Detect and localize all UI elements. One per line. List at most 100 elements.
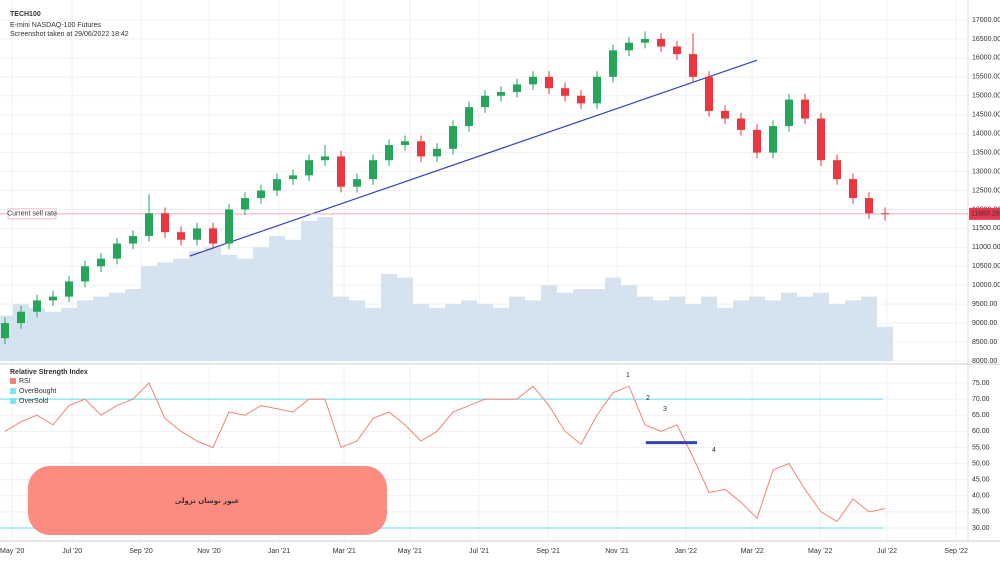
y-tick-label: 70.00 <box>972 396 990 403</box>
candle-body <box>833 160 841 180</box>
candle-body <box>593 76 601 104</box>
volume-bar <box>829 304 845 361</box>
volume-bar <box>253 247 269 361</box>
candle-body <box>401 141 409 146</box>
candle-body <box>417 141 425 157</box>
volume-bar <box>797 296 813 361</box>
x-tick-label: May '22 <box>808 548 832 555</box>
y-tick-label: 10500.00 <box>972 263 1000 270</box>
legend-swatch <box>10 378 16 384</box>
candle-body <box>97 258 105 267</box>
volume-bar <box>637 296 653 361</box>
candle-body <box>561 88 569 96</box>
x-tick-label: Jul '20 <box>62 548 82 555</box>
candle-body <box>817 118 825 161</box>
annotation: 1 <box>626 372 630 379</box>
candle-body <box>257 190 265 199</box>
y-tick-label: 13000.00 <box>972 168 1000 175</box>
candle-body <box>337 156 345 187</box>
volume-bar <box>413 304 429 361</box>
candle-body <box>625 42 633 51</box>
y-tick-label: 14000.00 <box>972 131 1000 138</box>
annotation: 3 <box>663 406 667 413</box>
candle-body <box>529 76 537 85</box>
y-tick-label: 50.00 <box>972 460 990 467</box>
volume-bar <box>429 307 445 361</box>
price-tag: 11883.26 <box>971 211 1000 218</box>
candle-body <box>753 129 761 153</box>
volume-bar <box>93 296 109 361</box>
x-tick-label: Sep '22 <box>944 548 968 555</box>
candle-body <box>129 235 137 244</box>
volume-bar <box>653 300 669 361</box>
y-tick-label: 15500.00 <box>972 74 1000 81</box>
current-price-tag: Current sell rate <box>7 211 57 218</box>
volume-bar <box>301 220 317 361</box>
candle-body <box>305 160 313 176</box>
volume-bar <box>557 292 573 361</box>
volume-bar <box>285 239 301 361</box>
candle-body <box>225 209 233 244</box>
x-tick-label: May '21 <box>398 548 422 555</box>
candle-body <box>849 179 857 199</box>
candle-body <box>785 99 793 127</box>
y-tick-label: 30.00 <box>972 525 990 532</box>
candle-body <box>289 175 297 180</box>
volume-bar <box>445 304 461 361</box>
candle-body <box>65 281 73 297</box>
volume-bar <box>877 326 893 361</box>
candle-body <box>881 213 889 215</box>
candle-body <box>209 228 217 244</box>
candle-body <box>865 198 873 214</box>
x-tick-label: May '20 <box>0 548 24 555</box>
candle-body <box>689 54 697 77</box>
y-tick-label: 45.00 <box>972 477 990 484</box>
rsi-line <box>4 382 886 523</box>
candle-body <box>177 232 185 240</box>
volume-bar <box>349 300 365 361</box>
y-tick-label: 11000.00 <box>972 244 1000 251</box>
volume-bar <box>205 247 221 361</box>
candle-body <box>81 266 89 282</box>
volume-bar <box>157 262 173 361</box>
volume-bar <box>541 285 557 361</box>
candle-body <box>465 107 473 127</box>
candle-body <box>321 156 329 161</box>
x-tick-label: Sep '20 <box>129 548 153 555</box>
y-tick-label: 35.00 <box>972 509 990 516</box>
y-tick-label: 9000.00 <box>972 320 997 327</box>
candle-body <box>737 118 745 130</box>
volume-bar <box>317 217 333 361</box>
candle-body <box>193 228 201 240</box>
price-tag-box <box>969 207 1000 220</box>
y-tick-label: 55.00 <box>972 444 990 451</box>
volume-bar <box>669 296 685 361</box>
volume-bar <box>813 292 829 361</box>
x-tick-label: Jan '22 <box>675 548 697 555</box>
volume-bar <box>509 296 525 361</box>
legend-label: RSI <box>19 378 31 385</box>
chart-title: Relative Strength Index <box>10 369 88 376</box>
volume-bar <box>333 296 349 361</box>
volume-bar <box>173 258 189 361</box>
candle-body <box>513 84 521 92</box>
candle-body <box>113 243 121 259</box>
y-tick-label: 8500.00 <box>972 339 997 346</box>
legend-swatch <box>10 388 16 394</box>
y-tick-label: 16500.00 <box>972 36 1000 43</box>
candle-body <box>449 126 457 149</box>
candle-body <box>769 126 777 153</box>
volume-bar <box>237 258 253 361</box>
volume-bar <box>605 277 621 361</box>
candle-body <box>33 300 41 312</box>
candle-body <box>241 198 249 210</box>
candle-body <box>1 323 9 339</box>
volume-bar <box>61 307 77 361</box>
volume-bar <box>525 300 541 361</box>
volume-bar <box>749 296 765 361</box>
candle-body <box>705 76 713 111</box>
x-tick-label: Jul '21 <box>469 548 489 555</box>
volume-bar <box>781 292 797 361</box>
volume-bar <box>461 300 477 361</box>
y-tick-label: 9500.00 <box>972 301 997 308</box>
